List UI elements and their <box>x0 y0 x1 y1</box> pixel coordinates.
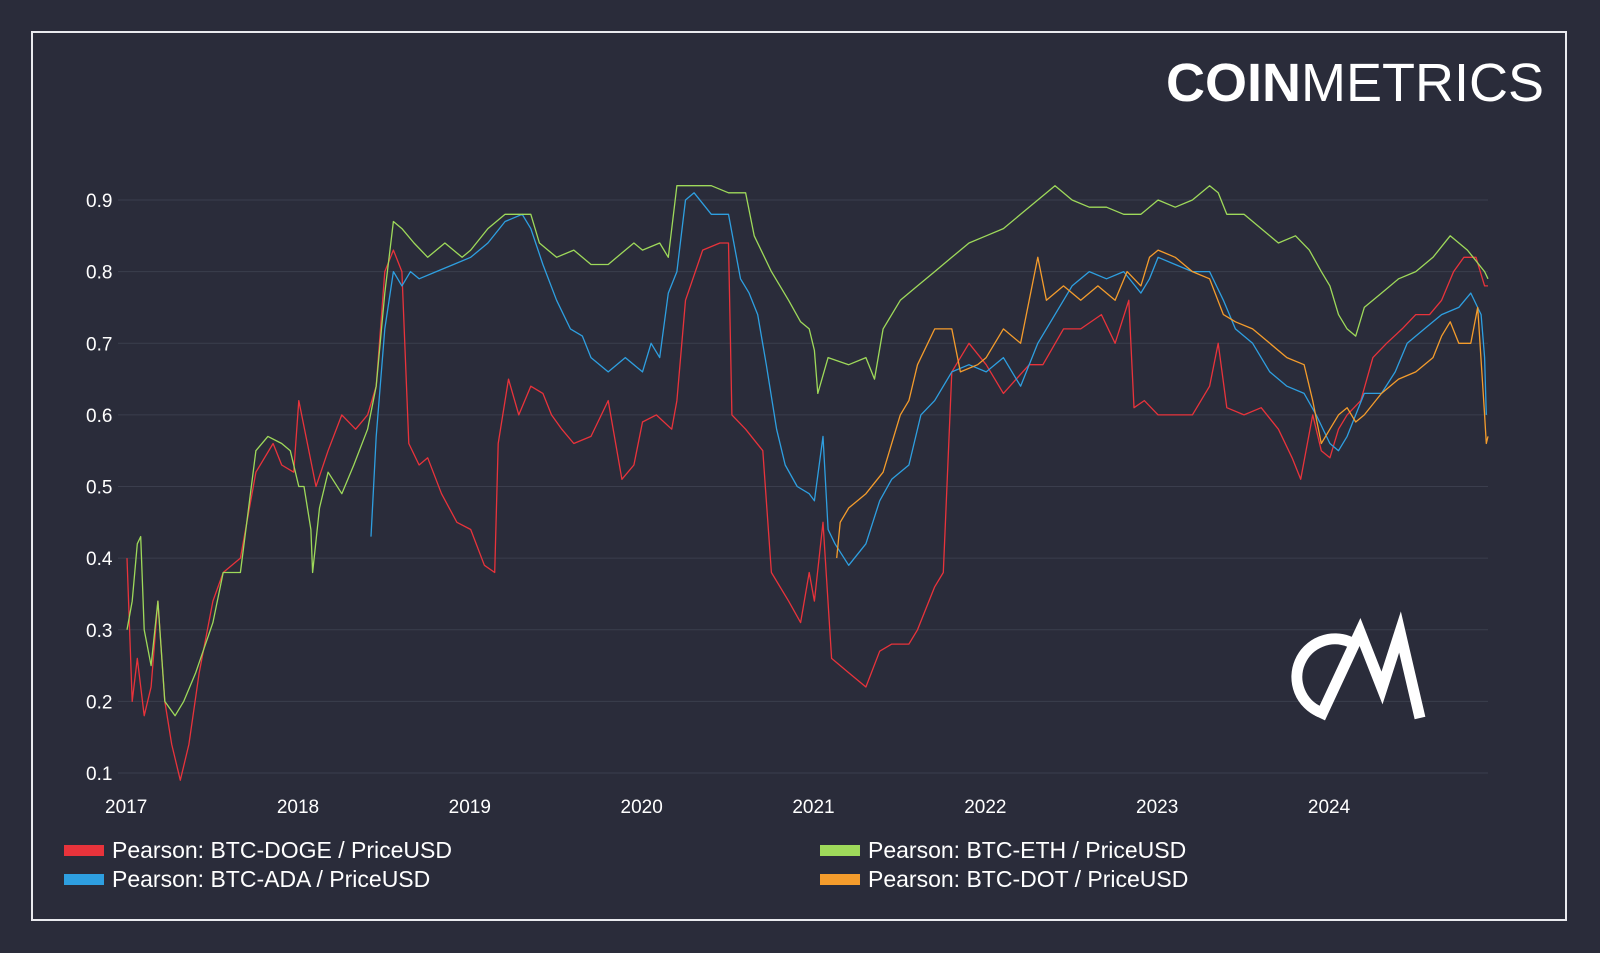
cm-monogram-logo <box>1291 611 1426 721</box>
y-tick-label: 0.4 <box>86 549 113 570</box>
x-tick-label: 2022 <box>964 797 1006 818</box>
series-line-1 <box>370 192 1487 566</box>
y-tick-label: 0.5 <box>86 478 112 499</box>
legend-label: Pearson: BTC-ADA / PriceUSD <box>112 866 430 892</box>
coinmetrics-logo: COINMETRICS <box>1166 53 1544 113</box>
y-axis-ticks: 0.1 0.2 0.3 0.4 0.5 0.6 0.7 0.8 0.9 <box>86 191 113 785</box>
y-tick-label: 0.7 <box>86 334 112 355</box>
x-tick-label: 2017 <box>105 797 147 818</box>
legend-swatch <box>64 845 104 856</box>
x-axis-ticks: 2017 2018 2019 2020 2021 2022 2023 2024 <box>105 797 1351 818</box>
legend-swatch <box>820 874 860 885</box>
y-tick-label: 0.3 <box>86 621 112 642</box>
grid-lines <box>118 199 1488 774</box>
x-tick-label: 2021 <box>792 797 834 818</box>
x-tick-label: 2019 <box>449 797 491 818</box>
x-tick-label: 2024 <box>1308 797 1351 818</box>
chart-frame <box>31 31 1567 921</box>
y-tick-label: 0.1 <box>86 764 112 785</box>
series-line-2 <box>126 185 1489 717</box>
series-line-0 <box>126 242 1488 781</box>
logo-light-text: METRICS <box>1301 53 1544 113</box>
y-tick-label: 0.8 <box>86 263 112 284</box>
y-tick-label: 0.6 <box>86 406 112 427</box>
y-tick-label: 0.9 <box>86 191 112 212</box>
legend-label: Pearson: BTC-DOGE / PriceUSD <box>112 837 452 863</box>
legend-label: Pearson: BTC-DOT / PriceUSD <box>868 866 1188 892</box>
legend-label: Pearson: BTC-ETH / PriceUSD <box>868 837 1186 863</box>
y-tick-label: 0.2 <box>86 692 112 713</box>
legend-swatch <box>64 874 104 885</box>
series-lines <box>126 185 1489 781</box>
series-line-3 <box>836 249 1489 559</box>
x-tick-label: 2020 <box>621 797 663 818</box>
x-tick-label: 2023 <box>1136 797 1178 818</box>
legend: Pearson: BTC-DOGE / PriceUSD Pearson: BTC… <box>64 837 1188 892</box>
x-tick-label: 2018 <box>277 797 319 818</box>
legend-swatch <box>820 845 860 856</box>
logo-bold-text: COIN <box>1166 53 1301 113</box>
